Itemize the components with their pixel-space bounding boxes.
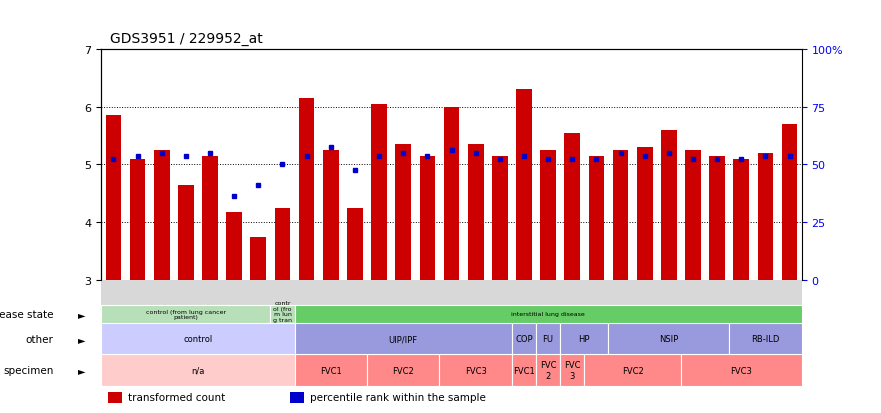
Text: FVC
3: FVC 3 xyxy=(564,361,581,380)
Bar xyxy=(612,150,628,280)
Bar xyxy=(512,354,536,386)
Bar xyxy=(154,150,169,280)
Text: FVC2: FVC2 xyxy=(392,366,414,375)
Bar xyxy=(444,107,459,280)
Text: HP: HP xyxy=(579,335,590,343)
Bar xyxy=(101,354,294,386)
Bar xyxy=(758,153,774,280)
Bar xyxy=(294,354,367,386)
Text: disease state: disease state xyxy=(0,309,54,319)
Bar xyxy=(275,208,291,280)
Bar xyxy=(536,323,560,354)
Text: interstitial lung disease: interstitial lung disease xyxy=(511,312,585,317)
Bar xyxy=(536,354,560,386)
Bar xyxy=(512,323,536,354)
Bar xyxy=(101,323,294,354)
Text: other: other xyxy=(26,334,54,344)
Text: specimen: specimen xyxy=(4,365,54,375)
Bar xyxy=(270,305,294,323)
Bar xyxy=(565,133,580,280)
Text: FVC2: FVC2 xyxy=(622,366,643,375)
Text: contr
ol (fro
m lun
g tran
s: contr ol (fro m lun g tran s xyxy=(273,300,292,328)
Bar xyxy=(540,150,556,280)
Bar xyxy=(178,185,194,280)
Bar xyxy=(226,212,242,280)
Text: FVC3: FVC3 xyxy=(730,366,752,375)
Bar xyxy=(367,354,440,386)
Text: transformed count: transformed count xyxy=(128,392,226,402)
Bar xyxy=(440,354,512,386)
Text: control: control xyxy=(183,335,212,343)
Bar xyxy=(108,392,122,403)
Bar xyxy=(202,156,218,280)
Bar xyxy=(734,159,749,280)
Bar xyxy=(396,145,411,280)
Text: NSIP: NSIP xyxy=(659,335,678,343)
Bar xyxy=(637,147,653,280)
Text: ►: ► xyxy=(78,334,85,344)
Bar xyxy=(250,237,266,280)
Bar xyxy=(516,90,532,280)
Bar xyxy=(299,99,315,280)
Text: percentile rank within the sample: percentile rank within the sample xyxy=(310,392,486,402)
Text: ►: ► xyxy=(78,309,85,319)
Text: ►: ► xyxy=(78,365,85,375)
Text: FVC3: FVC3 xyxy=(464,366,486,375)
Text: n/a: n/a xyxy=(191,366,204,375)
Bar xyxy=(468,145,484,280)
Bar xyxy=(323,150,338,280)
Bar xyxy=(419,156,435,280)
Bar xyxy=(291,392,305,403)
Bar xyxy=(609,323,729,354)
Text: FVC1: FVC1 xyxy=(513,366,535,375)
Text: GDS3951 / 229952_at: GDS3951 / 229952_at xyxy=(110,31,263,45)
Bar xyxy=(106,116,122,280)
Bar xyxy=(560,323,609,354)
Bar xyxy=(492,156,507,280)
Text: RB-ILD: RB-ILD xyxy=(751,335,780,343)
Text: FVC1: FVC1 xyxy=(320,366,342,375)
Text: control (from lung cancer
patient): control (from lung cancer patient) xyxy=(145,309,226,320)
Text: UIP/IPF: UIP/IPF xyxy=(389,335,418,343)
Text: FU: FU xyxy=(543,335,553,343)
Bar xyxy=(589,156,604,280)
Bar xyxy=(294,323,512,354)
Bar xyxy=(729,323,802,354)
Bar xyxy=(347,208,363,280)
Bar xyxy=(661,131,677,280)
Text: COP: COP xyxy=(515,335,533,343)
Bar xyxy=(781,125,797,280)
Text: FVC
2: FVC 2 xyxy=(540,361,557,380)
Bar xyxy=(709,156,725,280)
Bar xyxy=(681,354,802,386)
Bar xyxy=(130,159,145,280)
Bar xyxy=(560,354,584,386)
Bar xyxy=(294,305,802,323)
Bar xyxy=(685,150,701,280)
Bar xyxy=(371,104,387,280)
Bar xyxy=(101,305,270,323)
Bar xyxy=(584,354,681,386)
